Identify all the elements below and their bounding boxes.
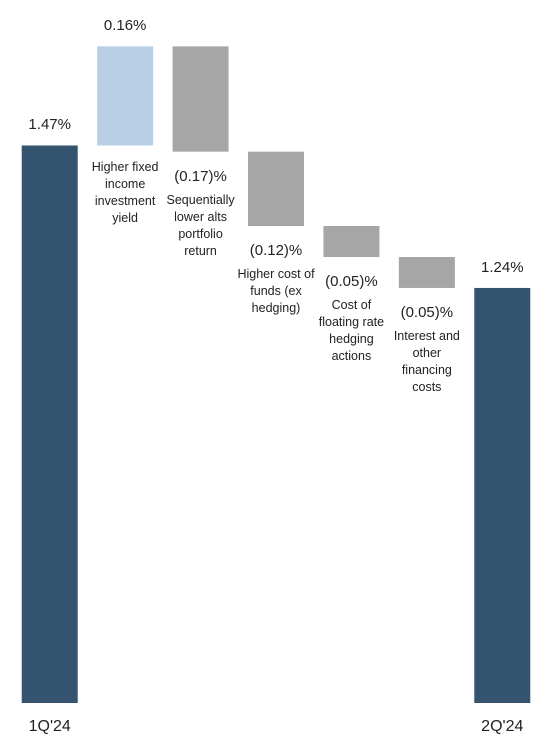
- value-label: (0.12)%: [249, 242, 303, 259]
- bar: [21, 145, 78, 703]
- value-label: 0.16%: [103, 17, 147, 35]
- value-label: (0.17)%: [174, 167, 227, 185]
- x-tick-label: 1Q'24: [28, 718, 71, 735]
- value-label: 1.24%: [481, 258, 524, 276]
- category-label: Sequentially lower alts portfolio return: [166, 192, 235, 258]
- bar: [172, 46, 229, 152]
- bar: [398, 256, 455, 288]
- x-tick-label: 2Q'24: [481, 718, 524, 735]
- category-label: Cost of floating rate hedging actions: [318, 297, 385, 363]
- bar: [474, 287, 531, 703]
- value-label: 1.47%: [28, 116, 71, 134]
- category-label: Higher fixed income investment yield: [91, 160, 159, 226]
- bar: [248, 151, 304, 227]
- bar: [97, 46, 154, 146]
- value-label: (0.05)%: [400, 303, 454, 321]
- category-label: Interest and other financing costs: [393, 328, 460, 394]
- value-label: (0.05)%: [325, 272, 378, 290]
- bar: [323, 226, 380, 257]
- category-label: Higher cost of funds (ex hedging): [237, 267, 315, 315]
